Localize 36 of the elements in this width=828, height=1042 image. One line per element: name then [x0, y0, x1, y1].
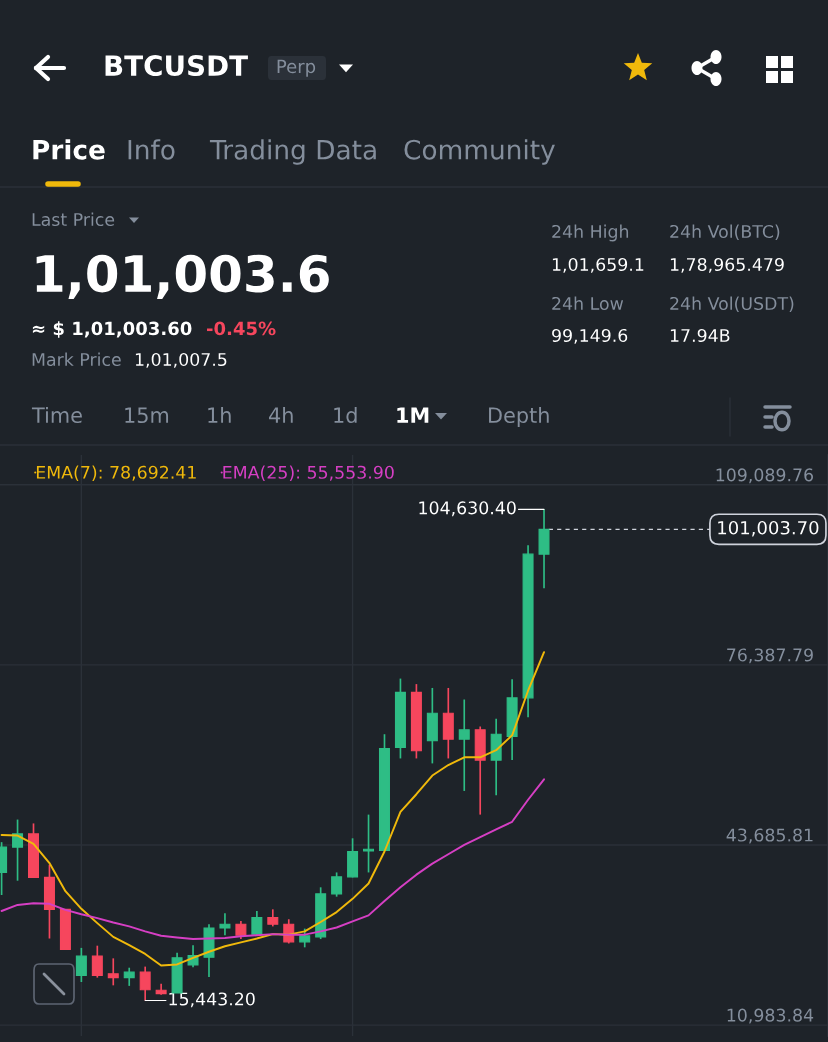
text: 1h: [208, 406, 231, 423]
text: Last Price: [32, 212, 115, 227]
text: 15m: [125, 407, 169, 424]
text: 1M: [397, 407, 429, 423]
text: -0.45%: [206, 321, 276, 336]
text: ≈ $ 1,01,003.60: [32, 321, 192, 338]
text: Mark Price: [32, 352, 121, 367]
y-tick-label: 10,983.84: [727, 1008, 814, 1024]
y-tick-label: 76,387.79: [727, 648, 813, 664]
text: 1d: [334, 406, 357, 424]
annotation: 104,630.40: [419, 501, 516, 517]
text: 1,78,965.479: [670, 257, 784, 273]
text: 99,149.6: [552, 328, 628, 344]
y-tick-label: 43,685.81: [726, 828, 813, 844]
text: Depth: [489, 406, 549, 428]
text: Trading Data: [209, 139, 376, 165]
text: 24h High: [552, 224, 629, 242]
text: 4h: [269, 406, 293, 423]
ref-line-label: 101,003.70: [718, 520, 819, 537]
text: Time: [31, 406, 82, 424]
text: 24h Vol(BTC): [670, 224, 780, 241]
legend-label: EMA(25): 55,553.90: [223, 465, 394, 481]
legend-label: EMA(7): 78,692.41: [36, 465, 196, 481]
text: 1,01,659.1: [552, 257, 644, 273]
text: Community: [404, 139, 555, 165]
chart-title: BTCUSDT: [105, 55, 248, 77]
text: 24h Vol(USDT): [670, 296, 794, 313]
annotation: 15,443.20: [169, 992, 255, 1008]
text: Price: [33, 139, 105, 160]
text: Info: [128, 139, 175, 160]
text: 17.94B: [670, 328, 730, 343]
text: 1,01,007.5: [135, 352, 227, 368]
text: 24h Low: [552, 296, 624, 311]
y-tick-label: 109,089.76: [716, 468, 814, 484]
text: 1,01,003.6: [36, 254, 329, 299]
text: Perp: [277, 59, 316, 77]
